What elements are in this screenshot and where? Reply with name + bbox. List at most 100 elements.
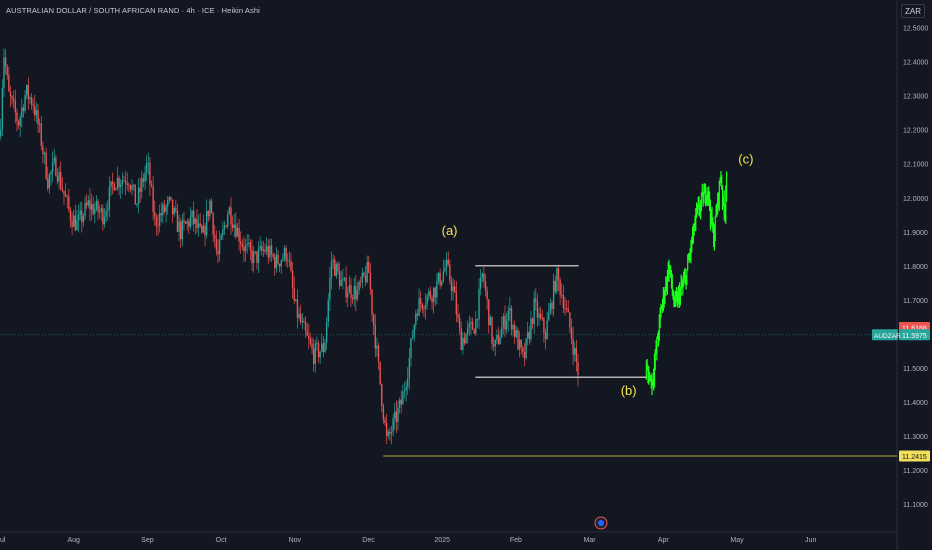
- price-tick-label: 11.5000: [903, 366, 928, 373]
- candle: [418, 288, 420, 317]
- time-axis[interactable]: ul Aug Sep Oct Nov Dec 2025 Feb Mar Apr May Jun: [0, 516, 897, 544]
- candle-body: [107, 209, 109, 212]
- candle-body: [319, 351, 321, 358]
- candle: [376, 337, 378, 357]
- candle-body: [564, 307, 566, 309]
- candle: [71, 211, 73, 236]
- candle: [353, 278, 355, 307]
- candle: [139, 177, 141, 204]
- price-tick-label: 12.2000: [903, 128, 928, 135]
- candle-body: [73, 215, 75, 227]
- candle: [35, 102, 38, 123]
- current-price-tag-bg: [899, 329, 930, 341]
- candle-body: [447, 259, 449, 265]
- candle: [29, 95, 31, 104]
- candle: [157, 214, 159, 236]
- candle-body: [402, 391, 404, 405]
- candle: [408, 347, 411, 390]
- candle-body: [115, 188, 117, 191]
- candle: [131, 179, 133, 196]
- candle-body: [374, 325, 376, 349]
- price-axis[interactable]: 12.5000 12.4000 12.3000 12.2000 12.1000 12.00…: [872, 0, 930, 550]
- candle-body: [184, 221, 187, 224]
- candle: [457, 304, 459, 323]
- candle-body: [353, 286, 355, 300]
- candle: [552, 273, 555, 317]
- candle-body: [35, 109, 38, 116]
- candle-body: [407, 378, 409, 388]
- candle-body: [240, 241, 242, 245]
- candle: [348, 275, 351, 294]
- candle-body: [415, 313, 417, 325]
- candle-body: [358, 281, 360, 291]
- time-tick-label: Nov: [289, 537, 302, 544]
- candle: [40, 116, 42, 151]
- candle-body: [76, 220, 78, 231]
- candle: [564, 297, 566, 316]
- candle: [441, 280, 443, 287]
- candle-body: [243, 246, 245, 252]
- candle: [3, 48, 5, 97]
- currency-selector[interactable]: ZAR: [901, 4, 925, 18]
- candle-body: [22, 107, 25, 112]
- candle-body: [491, 317, 493, 345]
- candle: [261, 240, 263, 256]
- candle-body: [191, 210, 193, 217]
- event-icon-inner: [598, 520, 604, 526]
- candle: [236, 222, 239, 238]
- candle-body: [150, 184, 153, 187]
- candle-body: [468, 323, 471, 328]
- candle-body: [533, 298, 535, 324]
- candle-body: [157, 225, 159, 227]
- candle: [531, 317, 534, 329]
- candle-body: [168, 197, 171, 201]
- candle: [288, 251, 291, 268]
- candle: [405, 380, 407, 402]
- candle-body: [442, 271, 445, 281]
- candle-body: [95, 200, 98, 210]
- event-icon: [594, 516, 608, 530]
- candle: [334, 256, 336, 277]
- wave-label: (b): [621, 383, 637, 398]
- candle: [467, 320, 469, 344]
- candle-body: [165, 206, 167, 212]
- candle-body: [514, 325, 516, 337]
- candle-body: [507, 310, 509, 321]
- candle-body: [439, 272, 441, 286]
- candle-body: [215, 238, 218, 251]
- candle: [335, 262, 338, 279]
- candle: [424, 293, 427, 320]
- candle-body: [536, 301, 539, 318]
- candle-body: [311, 343, 313, 349]
- candle-body: [303, 321, 305, 323]
- candle: [411, 329, 414, 340]
- candle-body: [548, 312, 550, 321]
- candle-body: [176, 211, 179, 233]
- candle-body: [160, 213, 162, 216]
- candle-body: [301, 321, 304, 323]
- candle-body: [502, 316, 505, 328]
- candle: [184, 220, 187, 225]
- candle-body: [562, 295, 565, 308]
- candle: [163, 199, 166, 214]
- candle-body: [421, 303, 424, 309]
- candle-body: [385, 422, 388, 436]
- candle: [311, 337, 313, 355]
- candle-body: [90, 204, 93, 210]
- candle-body: [368, 261, 370, 273]
- candle-body: [523, 352, 526, 359]
- candle: [543, 316, 545, 344]
- candle-body: [436, 281, 438, 298]
- candle-body: [53, 157, 55, 162]
- candle: [515, 326, 518, 339]
- candle: [241, 238, 244, 251]
- candle-body: [205, 210, 208, 236]
- time-tick-label: Dec: [362, 537, 375, 544]
- candle-body: [497, 334, 500, 344]
- candle-body: [356, 290, 359, 300]
- candle-body: [296, 299, 299, 318]
- candle-body: [479, 277, 482, 289]
- candle-body: [1, 87, 4, 130]
- candle-body: [183, 220, 185, 222]
